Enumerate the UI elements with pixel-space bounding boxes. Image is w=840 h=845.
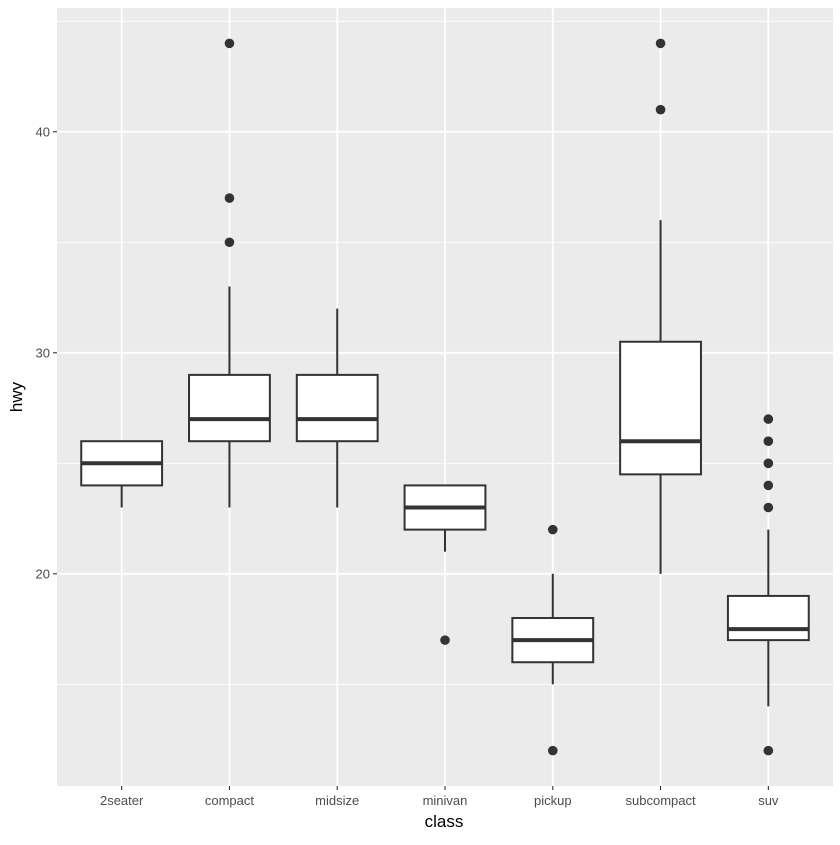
box-minivan [403, 484, 487, 645]
outlier-point [763, 480, 774, 491]
outlier-point [547, 745, 558, 756]
x-axis-title: class [425, 812, 464, 831]
outlier-point [440, 635, 450, 645]
outlier-point [655, 38, 666, 49]
outlier-point [655, 104, 666, 115]
x-tick-label-minivan: minivan [423, 793, 468, 808]
outlier-point [763, 458, 774, 469]
x-tick-label-2seater: 2seater [100, 793, 144, 808]
x-tick-label-compact: compact [205, 793, 255, 808]
outlier-point [224, 237, 235, 248]
x-tick-label-pickup: pickup [534, 793, 572, 808]
y-tick-label-20: 20 [36, 566, 50, 581]
x-tick-label-midsize: midsize [315, 793, 359, 808]
boxes-layer [80, 38, 810, 756]
outlier-point [547, 524, 558, 535]
y-tick-label-40: 40 [36, 124, 50, 139]
box-midsize [295, 308, 379, 508]
y-axis-title: hwy [7, 381, 26, 412]
outlier-point [224, 38, 235, 49]
outlier-point [763, 502, 774, 513]
iqr-box [188, 373, 271, 443]
outlier-point [763, 436, 774, 447]
iqr-box [726, 594, 810, 642]
x-tick-label-suv: suv [758, 793, 779, 808]
outlier-point [763, 414, 774, 424]
outlier-point [224, 193, 235, 203]
iqr-box [619, 340, 702, 476]
x-tick-label-subcompact: subcompact [626, 793, 696, 808]
y-tick-label-30: 30 [36, 345, 50, 360]
outlier-point [763, 745, 774, 756]
box-pickup [511, 524, 595, 756]
box-suv [726, 414, 810, 756]
axes-layer: 20 30 40 2seater compact midsize minivan pickup… [36, 124, 779, 808]
box-compact [188, 38, 271, 508]
box-subcompact [619, 38, 702, 574]
box-2seater [80, 440, 164, 508]
iqr-box [295, 373, 379, 443]
